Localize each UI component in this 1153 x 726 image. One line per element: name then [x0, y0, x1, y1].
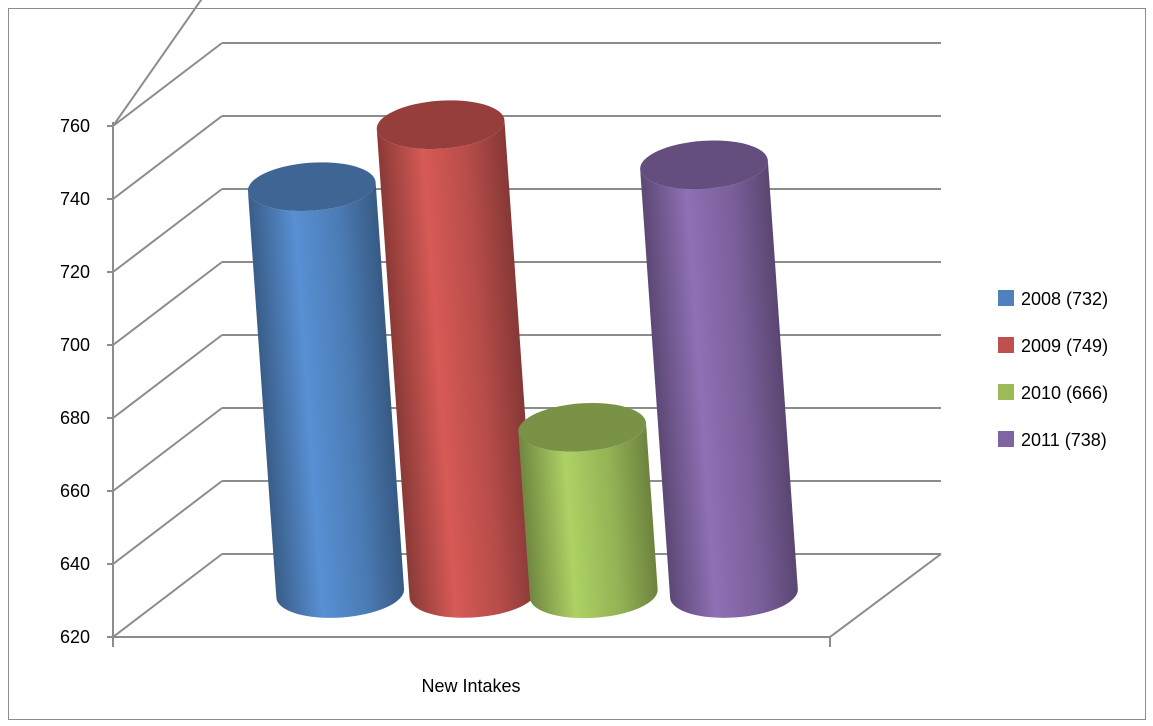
bar-1 [247, 162, 405, 618]
legend-item: 2010 (666) [998, 383, 1108, 403]
y-tick-label: 700 [60, 335, 90, 355]
gridline [112, 115, 941, 200]
x-category-label: New Intakes [421, 676, 520, 696]
gridline [112, 334, 941, 419]
y-axis [107, 122, 831, 647]
x-axis: New Intakes [421, 676, 520, 696]
y-tick-label: 760 [60, 116, 90, 136]
gridline [112, 188, 941, 273]
bar-3 [518, 402, 658, 619]
y-tick-label: 640 [60, 554, 90, 574]
y-tick-label: 620 [60, 627, 90, 647]
legend-item: 2009 (749) [998, 336, 1108, 356]
legend-label: 2010 (666) [1021, 383, 1108, 403]
legend-label: 2011 (738) [1021, 430, 1107, 450]
legend-item: 2008 (732) [998, 289, 1108, 309]
floor-right-edge [829, 553, 942, 638]
gridline [112, 553, 223, 638]
y-tick-label: 720 [60, 262, 90, 282]
gridline [112, 261, 941, 346]
bars [247, 100, 798, 619]
y-tick-label: 660 [60, 481, 90, 501]
legend-swatch [998, 337, 1014, 353]
y-tick-labels: 620 640 660 680 700 720 740 760 [60, 116, 90, 647]
bar-2 [376, 100, 538, 618]
legend-swatch [998, 431, 1014, 447]
legend-item: 2011 (738) [998, 430, 1107, 450]
gridline [112, 0, 203, 127]
y-tick-label: 740 [60, 189, 90, 209]
legend-swatch [998, 384, 1014, 400]
legend-label: 2009 (749) [1021, 336, 1108, 356]
y-tick-label: 680 [60, 408, 90, 428]
gridline [112, 42, 941, 127]
legend-swatch [998, 290, 1014, 306]
bar-4 [640, 140, 798, 618]
legend-label: 2008 (732) [1021, 289, 1108, 309]
legend: 2008 (732) 2009 (749) 2010 (666) 2011 (738) [998, 289, 1108, 450]
